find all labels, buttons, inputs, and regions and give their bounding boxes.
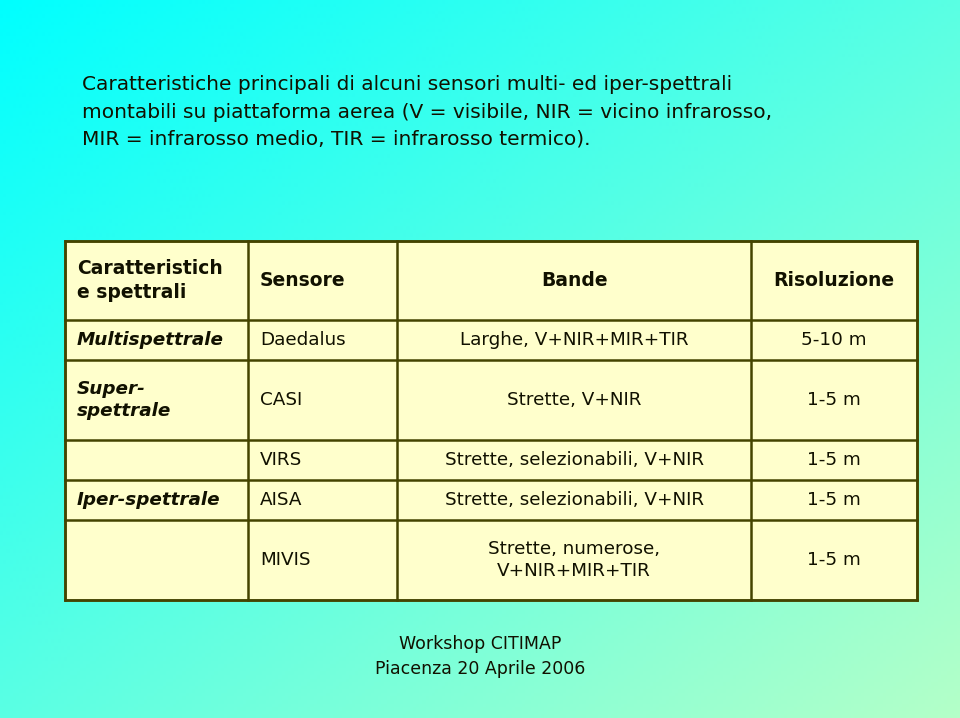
Text: Strette, V+NIR: Strette, V+NIR — [507, 391, 641, 409]
Text: Multispettrale: Multispettrale — [77, 331, 224, 349]
Text: Daedalus: Daedalus — [260, 331, 346, 349]
Text: Strette, selezionabili, V+NIR: Strette, selezionabili, V+NIR — [444, 451, 704, 469]
Text: 1-5 m: 1-5 m — [806, 391, 861, 409]
Text: VIRS: VIRS — [260, 451, 302, 469]
Text: Risoluzione: Risoluzione — [773, 271, 895, 290]
Text: Caratteristich
e spettrali: Caratteristich e spettrali — [77, 259, 223, 302]
Text: Workshop CITIMAP
Piacenza 20 Aprile 2006: Workshop CITIMAP Piacenza 20 Aprile 2006 — [374, 635, 586, 679]
Text: Strette, selezionabili, V+NIR: Strette, selezionabili, V+NIR — [444, 491, 704, 509]
Text: Caratteristiche principali di alcuni sensori multi- ed iper-spettrali
montabili : Caratteristiche principali di alcuni sen… — [82, 75, 772, 149]
Text: MIVIS: MIVIS — [260, 551, 310, 569]
FancyBboxPatch shape — [65, 241, 917, 600]
Text: 5-10 m: 5-10 m — [801, 331, 867, 349]
Text: Super-
spettrale: Super- spettrale — [77, 380, 171, 420]
Text: Iper-spettrale: Iper-spettrale — [77, 491, 221, 509]
Text: 1-5 m: 1-5 m — [806, 451, 861, 469]
Text: Bande: Bande — [540, 271, 608, 290]
Text: 1-5 m: 1-5 m — [806, 491, 861, 509]
Text: 1-5 m: 1-5 m — [806, 551, 861, 569]
Text: AISA: AISA — [260, 491, 302, 509]
Text: CASI: CASI — [260, 391, 302, 409]
Text: Sensore: Sensore — [260, 271, 346, 290]
Text: Strette, numerose,
V+NIR+MIR+TIR: Strette, numerose, V+NIR+MIR+TIR — [488, 539, 660, 579]
Text: Larghe, V+NIR+MIR+TIR: Larghe, V+NIR+MIR+TIR — [460, 331, 688, 349]
